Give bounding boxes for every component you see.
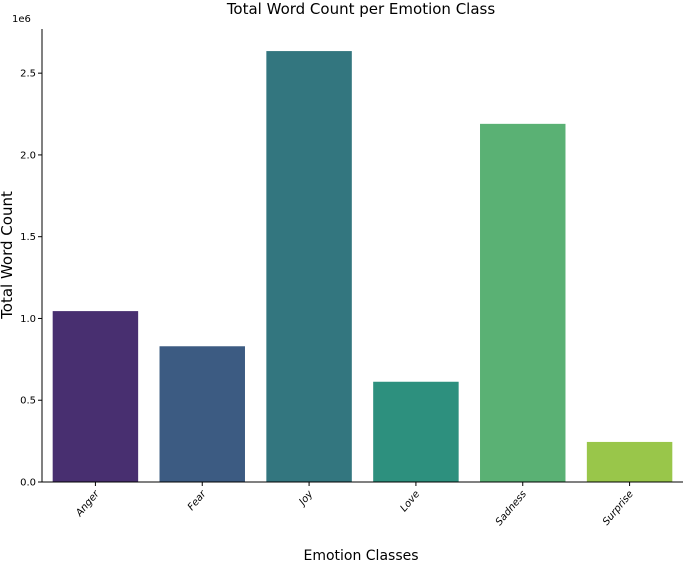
bar-sadness <box>480 123 566 482</box>
y-tick-label: 2.5 <box>20 69 36 80</box>
x-tick-label: Joy <box>296 488 316 509</box>
x-tick-label: Fear <box>186 488 209 513</box>
y-axis-title: Total Word Count <box>0 191 16 320</box>
x-tick-label: Anger <box>73 488 102 519</box>
bar-joy <box>266 51 352 483</box>
bar-surprise <box>586 441 673 482</box>
y-tick-label: 0.5 <box>20 396 36 407</box>
x-tick-label: Love <box>399 489 423 514</box>
chart-title: Total Word Count per Emotion Class <box>226 0 496 18</box>
x-ticks-group: Anger Fear Joy Love Sadness Surprise <box>73 482 636 528</box>
bar-love <box>373 381 459 482</box>
y-tick-label: 1.5 <box>20 232 36 243</box>
y-tick-label: 1.0 <box>20 314 36 325</box>
bars-group <box>52 51 673 483</box>
x-axis-title: Emotion Classes <box>303 548 418 563</box>
y-tick-label: 0.0 <box>20 478 36 489</box>
y-tick-label: 2.0 <box>20 150 36 161</box>
bar-fear <box>159 346 245 482</box>
y-ticks-group: 0.0 0.5 1.0 1.5 2.0 2.5 <box>20 69 42 489</box>
x-tick-label: Surprise <box>601 489 636 528</box>
x-tick-label: Sadness <box>494 489 529 528</box>
bar-anger <box>52 311 139 482</box>
y-scale-label: 1e6 <box>12 14 31 25</box>
